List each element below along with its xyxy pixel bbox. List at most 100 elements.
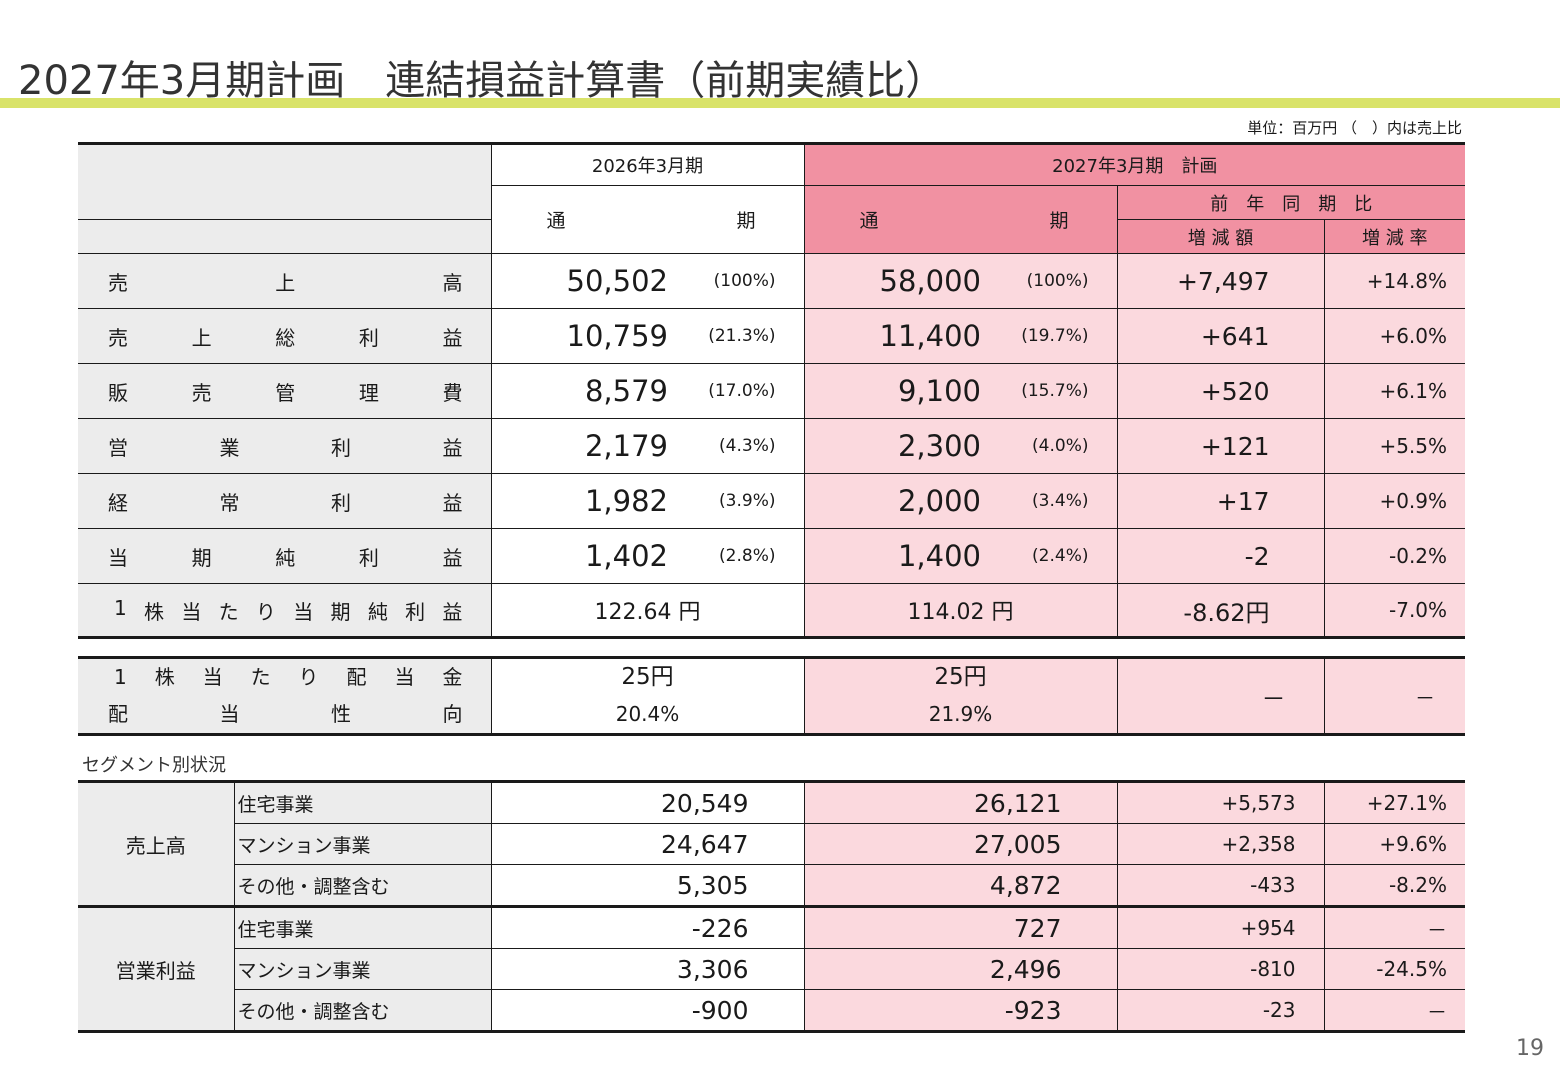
dividend-plan: 25円 21.9% (803, 657, 1117, 735)
segment-rate: +9.6% (1323, 823, 1465, 865)
prev-ratio: (21.3%) (674, 308, 805, 364)
segment-prev: 20,549 (490, 781, 804, 824)
prev-ratio: (4.3%) (674, 418, 805, 474)
header-plan-year: 2027年3月期 計画 (803, 143, 1466, 186)
table-row: 売上高 住宅事業 20,549 26,121 +5,573 +27.1% (78, 781, 1465, 908)
dividend-diff: － (1116, 657, 1324, 735)
table-row: その他・調整含む 5,305 4,872 -433 -8.2% (78, 864, 1465, 908)
plan-ratio: (2.4%) (987, 528, 1118, 584)
table-row: 売上高 50,502 (100%) 58,000 (100%) +7,497 +… (78, 253, 1466, 309)
segment-group-op: 営業利益 (78, 906, 234, 1032)
segment-diff: +2,358 (1116, 823, 1324, 865)
segment-rate: -24.5% (1323, 948, 1465, 990)
rate-value: +14.8% (1323, 253, 1466, 309)
segment-prev: -900 (490, 989, 804, 1032)
eps-diff: -8.62円 (1116, 583, 1325, 638)
title-underline (0, 98, 1560, 108)
plan-value: 2,000 (803, 473, 988, 529)
prev-ratio: (3.9%) (674, 473, 805, 529)
table-row: 売上総利益 10,759 (21.3%) 11,400 (19.7%) +641… (78, 308, 1466, 364)
segment-group-sales: 売上高 (78, 781, 234, 908)
segment-plan: 4,872 (803, 864, 1117, 908)
segment-plan: 26,121 (803, 781, 1117, 824)
segment-prev: 24,647 (490, 823, 804, 865)
prev-value: 8,579 (490, 363, 674, 419)
segment-rate: － (1323, 906, 1465, 949)
table-row: 営業利益 住宅事業 -226 727 +954 － (78, 906, 1465, 1032)
diff-value: +7,497 (1116, 253, 1325, 309)
segment-rate: -8.2% (1323, 864, 1465, 908)
header-rate: 増 減 率 (1323, 219, 1466, 254)
income-statement-table: 2026年3月期 2027年3月期 計画 通期 通期 前 年 同 期 比 増 減… (78, 142, 1466, 639)
table-row: その他・調整含む -900 -923 -23 － (78, 989, 1465, 1032)
segment-diff: -810 (1116, 948, 1324, 990)
rate-value: +0.9% (1323, 473, 1466, 529)
prev-ratio: (100%) (674, 253, 805, 309)
row-label: 売上高 (78, 253, 491, 309)
segment-diff: +5,573 (1116, 781, 1324, 824)
segment-plan: 2,496 (803, 948, 1117, 990)
segment-plan: -923 (803, 989, 1117, 1032)
prev-value: 10,759 (490, 308, 674, 364)
row-label: 営業利益 (78, 418, 491, 474)
dividend-rate: － (1323, 657, 1465, 735)
rate-value: -0.2% (1323, 528, 1466, 584)
segment-prev: -226 (490, 906, 804, 949)
header-yoy: 前 年 同 期 比 (1116, 185, 1466, 220)
segment-prev: 5,305 (490, 864, 804, 908)
diff-value: -2 (1116, 528, 1325, 584)
segment-table: 売上高 住宅事業 20,549 26,121 +5,573 +27.1% マンシ… (78, 780, 1465, 1033)
segment-diff: +954 (1116, 906, 1324, 949)
segment-name: マンション事業 (233, 823, 491, 865)
segment-plan: 27,005 (803, 823, 1117, 865)
eps-plan: 114.02 円 (803, 583, 1118, 638)
diff-value: +121 (1116, 418, 1325, 474)
segment-name: その他・調整含む (233, 989, 491, 1032)
diff-value: +17 (1116, 473, 1325, 529)
plan-ratio: (19.7%) (987, 308, 1118, 364)
header-plan-full-year: 通期 (803, 185, 1118, 254)
prev-value: 50,502 (490, 253, 674, 309)
prev-value: 1,982 (490, 473, 674, 529)
row-label: 経常利益 (78, 473, 491, 529)
segment-diff: -23 (1116, 989, 1324, 1032)
table-row: 経常利益 1,982 (3.9%) 2,000 (3.4%) +17 +0.9% (78, 473, 1466, 529)
plan-value: 1,400 (803, 528, 988, 584)
table-row: マンション事業 3,306 2,496 -810 -24.5% (78, 948, 1465, 990)
eps-prev: 122.64 円 (490, 583, 805, 638)
segment-rate: － (1323, 989, 1465, 1032)
plan-value: 9,100 (803, 363, 988, 419)
header-blank (78, 143, 491, 220)
header-prev-year: 2026年3月期 (490, 143, 805, 186)
segment-prev: 3,306 (490, 948, 804, 990)
unit-note: 単位：百万円 （ ）内は売上比 (1247, 119, 1462, 137)
plan-ratio: (3.4%) (987, 473, 1118, 529)
diff-value: +520 (1116, 363, 1325, 419)
prev-value: 1,402 (490, 528, 674, 584)
page-title: 2027年3月期計画 連結損益計算書（前期実績比） (18, 58, 946, 104)
row-label: 当期純利益 (78, 528, 491, 584)
rate-value: +6.1% (1323, 363, 1466, 419)
table-row: 当期純利益 1,402 (2.8%) 1,400 (2.4%) -2 -0.2% (78, 528, 1466, 584)
segment-plan: 727 (803, 906, 1117, 949)
rate-value: +5.5% (1323, 418, 1466, 474)
dividend-prev: 25円 20.4% (490, 657, 804, 735)
table-row: マンション事業 24,647 27,005 +2,358 +9.6% (78, 823, 1465, 865)
segment-name: その他・調整含む (233, 864, 491, 908)
plan-value: 2,300 (803, 418, 988, 474)
table-row: 営業利益 2,179 (4.3%) 2,300 (4.0%) +121 +5.5… (78, 418, 1466, 474)
rate-value: +6.0% (1323, 308, 1466, 364)
header-diff: 増 減 額 (1116, 219, 1325, 254)
prev-ratio: (17.0%) (674, 363, 805, 419)
plan-ratio: (4.0%) (987, 418, 1118, 474)
plan-value: 11,400 (803, 308, 988, 364)
plan-ratio: (15.7%) (987, 363, 1118, 419)
segment-name: 住宅事業 (233, 906, 491, 949)
segment-name: マンション事業 (233, 948, 491, 990)
diff-value: +641 (1116, 308, 1325, 364)
header-prev-full-year: 通期 (490, 185, 805, 254)
row-label: 売上総利益 (78, 308, 491, 364)
segment-rate: +27.1% (1323, 781, 1465, 824)
